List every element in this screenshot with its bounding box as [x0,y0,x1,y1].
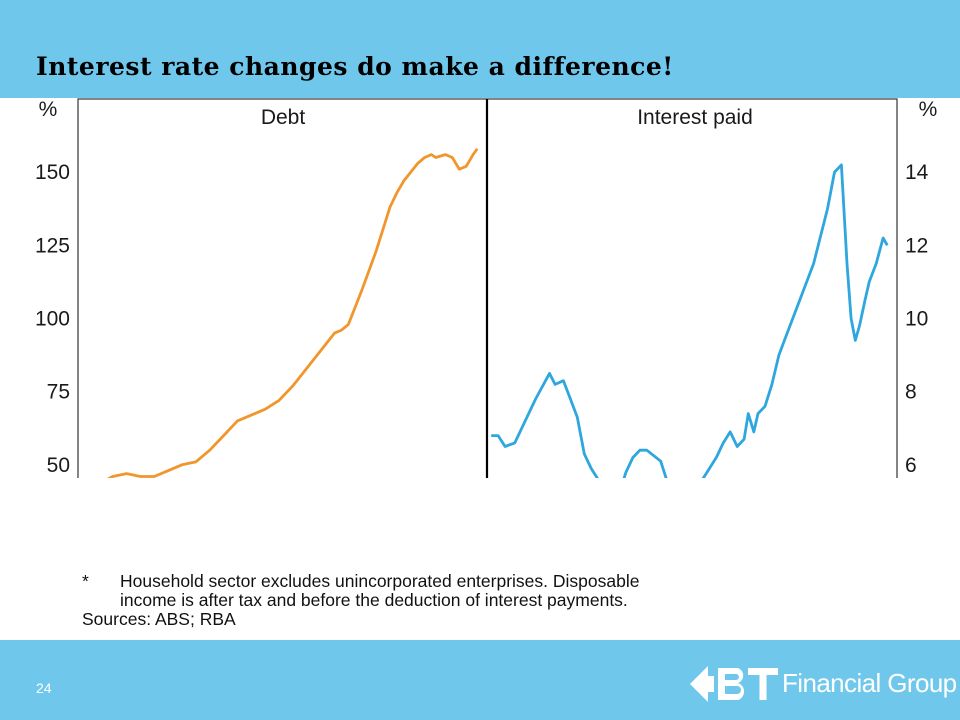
y-tick-label: 125 [35,234,70,257]
interest-paid-line [491,163,889,478]
debt-interest-chart: 255075100125150%Debt19912001201146810121… [35,98,938,478]
y-unit-label: % [919,98,938,121]
page-number: 24 [36,680,52,696]
y-tick-label: 10 [905,308,928,331]
footnote-line-2: income is after tax and before the deduc… [120,590,628,610]
chart-notes: * Household sector excludes unincorporat… [82,572,639,629]
panel-title: Interest paid [637,106,753,129]
y-tick-label: 150 [35,161,70,184]
y-tick-label: 12 [905,234,928,257]
slide-title: Interest rate changes do make a differen… [36,52,674,81]
logo-text: Financial Group [782,668,957,698]
y-unit-label: % [39,98,58,121]
debt-line [106,147,479,478]
bt-financial-group-logo: Financial Group [688,662,957,706]
title-band: Interest rate changes do make a differen… [0,0,960,98]
footnote-line-1: Household sector excludes unincorporated… [120,571,640,591]
footnote-row-2: income is after tax and before the deduc… [82,591,639,610]
y-tick-label: 100 [35,308,70,331]
bt-logo-mark [690,666,778,702]
y-tick-label: 14 [905,161,929,184]
sources-note: Sources: ABS; RBA [82,609,236,629]
y-tick-label: 8 [905,381,917,404]
footer-band: 24 Financial Group [0,640,960,720]
footnote-row: * Household sector excludes unincorporat… [82,572,639,591]
footnote-mark: * [82,571,89,591]
y-tick-label: 50 [47,454,70,477]
y-tick-label: 75 [47,381,70,404]
chart-area: 255075100125150%Debt19912001201146810121… [0,98,960,640]
y-tick-label: 6 [905,454,917,477]
panel-title: Debt [261,106,306,129]
